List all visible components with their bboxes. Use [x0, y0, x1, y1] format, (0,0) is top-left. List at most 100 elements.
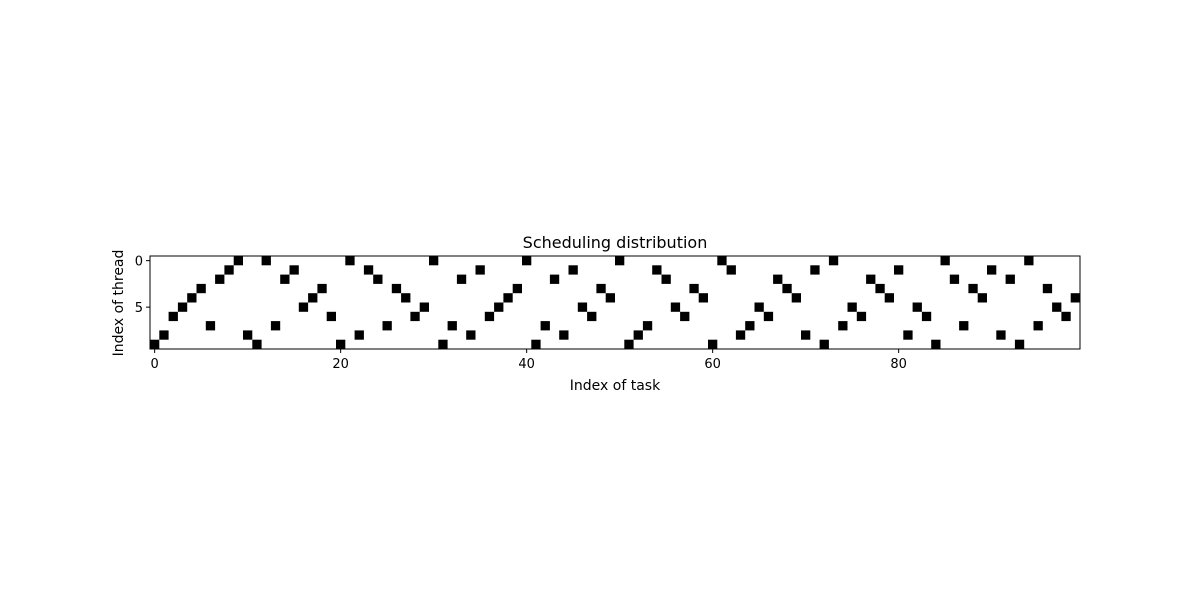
heatmap-cell — [373, 274, 383, 284]
heatmap-cell — [187, 293, 197, 303]
heatmap-cell — [819, 339, 829, 349]
heatmap-cell — [243, 330, 253, 340]
heatmap-cell — [270, 321, 281, 331]
heatmap-cell — [708, 339, 718, 349]
heatmap-cell — [233, 256, 243, 266]
heatmap-cell — [642, 321, 653, 331]
heatmap-cell — [1014, 339, 1025, 349]
heatmap-cell — [317, 283, 327, 294]
heatmap-cell — [280, 274, 290, 284]
x-axis-label: Index of task — [570, 378, 661, 394]
x-tick-label: 20 — [332, 357, 349, 372]
x-tick-label: 40 — [518, 357, 535, 372]
chart-title: Scheduling distribution — [523, 233, 708, 252]
heatmap-cell — [875, 283, 885, 294]
heatmap-cell — [903, 330, 913, 340]
heatmap-cell — [847, 302, 857, 312]
heatmap-cell — [205, 321, 216, 331]
heatmap-cell — [363, 265, 374, 275]
heatmap-cell — [289, 265, 299, 275]
heatmap-cells — [150, 256, 1080, 349]
x-axis-ticks: 0 20 40 60 80 — [151, 349, 907, 372]
heatmap-cell — [884, 293, 894, 303]
heatmap-cell — [336, 339, 346, 349]
heatmap-cell — [949, 274, 960, 284]
heatmap-cell — [782, 283, 792, 294]
x-tick-label: 80 — [890, 357, 907, 372]
heatmap-cell — [763, 311, 774, 322]
heatmap-cell — [615, 256, 625, 266]
heatmap-cell — [912, 302, 922, 312]
heatmap-cell — [456, 274, 467, 284]
heatmap-cell — [1033, 321, 1043, 331]
heatmap-cell — [959, 321, 969, 331]
heatmap-cell — [1052, 302, 1062, 312]
heatmap-cell — [596, 283, 606, 294]
heatmap-cell — [801, 330, 811, 340]
heatmap-cell — [1061, 311, 1071, 322]
heatmap-cell — [261, 256, 271, 266]
heatmap-cell — [150, 339, 160, 349]
heatmap-cell — [894, 265, 904, 275]
x-tick-label: 60 — [704, 357, 721, 372]
heatmap-cell — [438, 339, 448, 349]
heatmap-cell — [466, 330, 476, 340]
heatmap-cell — [828, 256, 839, 266]
heatmap-cell — [735, 330, 746, 340]
heatmap-cell — [345, 256, 355, 266]
heatmap-cell — [698, 293, 708, 303]
plot-frame — [149, 255, 1081, 350]
heatmap-cell — [512, 283, 522, 294]
heatmap-cell — [726, 265, 736, 275]
heatmap-cell — [494, 302, 504, 312]
heatmap-cell — [382, 321, 392, 331]
heatmap-cell — [810, 265, 820, 275]
heatmap-cell — [503, 293, 513, 303]
heatmap-cell — [531, 339, 541, 349]
heatmap-cell — [921, 311, 932, 322]
heatmap-cell — [717, 256, 727, 266]
heatmap-cell — [522, 256, 532, 266]
heatmap-cell — [940, 256, 950, 266]
heatmap-cell — [661, 274, 671, 284]
heatmap-cell — [159, 330, 169, 340]
heatmap-cell — [977, 293, 987, 303]
heatmap-cell — [196, 283, 206, 294]
heatmap-cell — [773, 274, 783, 284]
heatmap-cell — [298, 302, 309, 312]
heatmap-cell — [633, 330, 643, 340]
heatmap-cell — [791, 293, 801, 303]
heatmap-cell — [410, 311, 420, 322]
heatmap-cell — [987, 265, 997, 275]
heatmap-cell — [866, 274, 876, 284]
heatmap-cell — [670, 302, 681, 312]
heatmap-cell — [252, 339, 262, 349]
heatmap-cell — [745, 321, 755, 331]
heatmap-cell — [401, 293, 411, 303]
heatmap-cell — [568, 265, 578, 275]
heatmap-cell — [177, 302, 188, 312]
heatmap-cell — [587, 311, 597, 322]
heatmap-cell — [1070, 293, 1080, 303]
heatmap-cell — [549, 274, 560, 284]
heatmap-cell — [680, 311, 690, 322]
y-tick-label: 5 — [135, 301, 143, 316]
y-axis-ticks: 05 — [135, 255, 150, 316]
heatmap-cell — [605, 293, 615, 303]
heatmap-cell — [354, 330, 364, 340]
heatmap-cell — [224, 265, 234, 275]
heatmap-cell — [1024, 256, 1034, 266]
heatmap-cell — [540, 321, 550, 331]
heatmap-cell — [1005, 274, 1015, 284]
heatmap-cell — [996, 330, 1006, 340]
heatmap-cell — [559, 330, 569, 340]
heatmap-cell — [838, 321, 848, 331]
heatmap-cell — [652, 265, 662, 275]
y-axis-label: Index of thread — [111, 250, 127, 357]
heatmap-cell — [484, 311, 495, 322]
heatmap-cell — [577, 302, 588, 312]
heatmap-cell — [447, 321, 457, 331]
heatmap-cell — [968, 283, 978, 294]
